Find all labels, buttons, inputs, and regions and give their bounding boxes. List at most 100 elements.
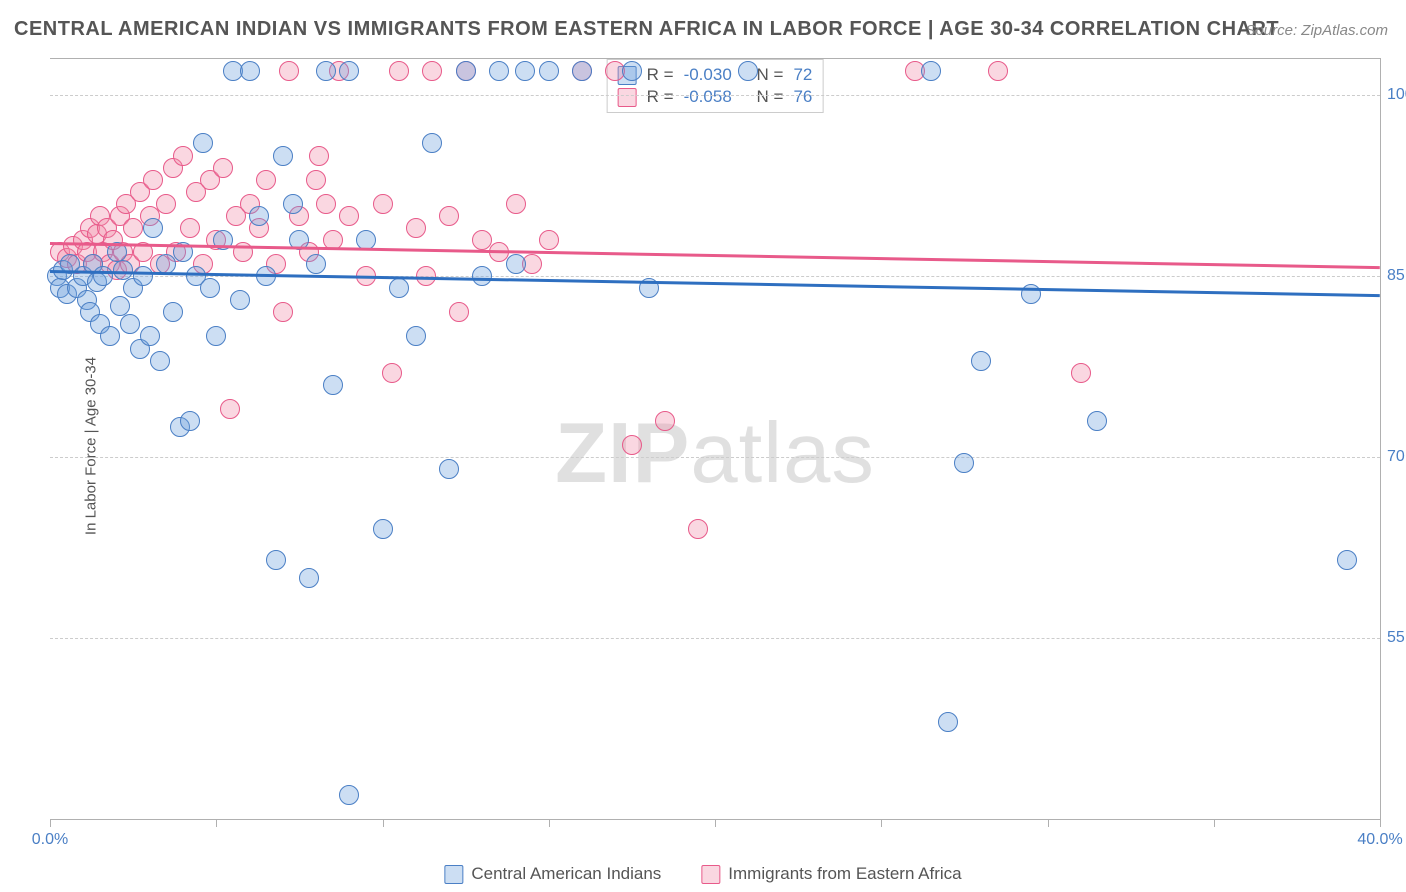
x-tick (50, 819, 51, 827)
series-b-point (688, 519, 708, 539)
series-a-point (133, 266, 153, 286)
series-b-point (373, 194, 393, 214)
series-a-point (283, 194, 303, 214)
watermark: ZIPatlas (555, 405, 875, 503)
legend-label-b: Immigrants from Eastern Africa (728, 864, 961, 884)
r-label: R = (647, 65, 674, 85)
series-a-point (422, 133, 442, 153)
r-value-a: -0.030 (684, 65, 732, 85)
series-b-point (220, 399, 240, 419)
series-b-point (439, 206, 459, 226)
series-b-point (306, 170, 326, 190)
series-b-point (622, 435, 642, 455)
x-tick (1214, 819, 1215, 827)
x-tick (715, 819, 716, 827)
x-tick (216, 819, 217, 827)
series-b-point (389, 61, 409, 81)
gridline (50, 95, 1380, 96)
series-a-point (110, 296, 130, 316)
series-b-point (173, 146, 193, 166)
series-a-point (316, 61, 336, 81)
series-a-trendline (50, 270, 1380, 297)
stats-row-a: R = -0.030 N = 72 (614, 64, 817, 86)
source-credit: Source: ZipAtlas.com (1245, 22, 1388, 39)
x-tick (1380, 819, 1381, 827)
series-a-point (954, 453, 974, 473)
series-a-point (249, 206, 269, 226)
stats-row-b: R = -0.058 N = 76 (614, 86, 817, 108)
series-a-point (738, 61, 758, 81)
series-a-point (100, 326, 120, 346)
series-b-point (449, 302, 469, 322)
watermark-light: atlas (690, 406, 875, 501)
x-tick (549, 819, 550, 827)
series-b-point (156, 194, 176, 214)
x-tick-label: 0.0% (32, 831, 68, 849)
scatter-plot-area: ZIPatlas R = -0.030 N = 72 R = -0.058 N … (50, 58, 1381, 820)
series-b-point (123, 218, 143, 238)
series-a-point (306, 254, 326, 274)
series-a-point (323, 375, 343, 395)
series-a-point (1337, 550, 1357, 570)
series-a-point (506, 254, 526, 274)
series-a-point (339, 61, 359, 81)
series-b-point (382, 363, 402, 383)
series-a-point (180, 411, 200, 431)
x-tick (1048, 819, 1049, 827)
series-a-point (299, 568, 319, 588)
series-b-point (273, 302, 293, 322)
series-a-point (456, 61, 476, 81)
legend-swatch-b (701, 865, 720, 884)
series-a-point (472, 266, 492, 286)
series-a-point (150, 351, 170, 371)
series-b-point (256, 170, 276, 190)
y-tick-label: 70.0% (1387, 448, 1406, 466)
legend-swatch-a (444, 865, 463, 884)
n-label: N = (757, 65, 784, 85)
series-b-point (316, 194, 336, 214)
legend-item-a: Central American Indians (444, 864, 661, 884)
legend-label-a: Central American Indians (471, 864, 661, 884)
series-a-point (1087, 411, 1107, 431)
series-a-point (163, 302, 183, 322)
series-b-point (180, 218, 200, 238)
series-b-point (309, 146, 329, 166)
series-a-point (389, 278, 409, 298)
x-tick-label: 40.0% (1357, 831, 1402, 849)
series-a-point (273, 146, 293, 166)
n-value-b: 76 (793, 87, 812, 107)
series-a-point (921, 61, 941, 81)
y-tick-label: 100.0% (1387, 86, 1406, 104)
legend-item-b: Immigrants from Eastern Africa (701, 864, 961, 884)
series-a-point (373, 519, 393, 539)
series-a-point (572, 61, 592, 81)
y-tick-label: 85.0% (1387, 267, 1406, 285)
series-a-point (206, 326, 226, 346)
series-b-point (506, 194, 526, 214)
series-a-point (93, 266, 113, 286)
chart-container: CENTRAL AMERICAN INDIAN VS IMMIGRANTS FR… (0, 0, 1406, 892)
r-value-b: -0.058 (684, 87, 732, 107)
y-tick-label: 55.0% (1387, 629, 1406, 647)
series-a-point (120, 314, 140, 334)
series-b-point (143, 170, 163, 190)
series-a-point (266, 550, 286, 570)
series-a-point (406, 326, 426, 346)
series-a-point (140, 326, 160, 346)
series-a-point (439, 459, 459, 479)
series-b-point (406, 218, 426, 238)
series-a-point (938, 712, 958, 732)
series-b-point (539, 230, 559, 250)
series-a-point (539, 61, 559, 81)
gridline (50, 638, 1380, 639)
series-a-point (193, 133, 213, 153)
series-a-point (489, 61, 509, 81)
series-a-point (143, 218, 163, 238)
series-b-point (422, 61, 442, 81)
series-a-point (230, 290, 250, 310)
series-b-point (339, 206, 359, 226)
n-label: N = (757, 87, 784, 107)
series-b-point (1071, 363, 1091, 383)
series-b-point (213, 158, 233, 178)
series-a-point (622, 61, 642, 81)
